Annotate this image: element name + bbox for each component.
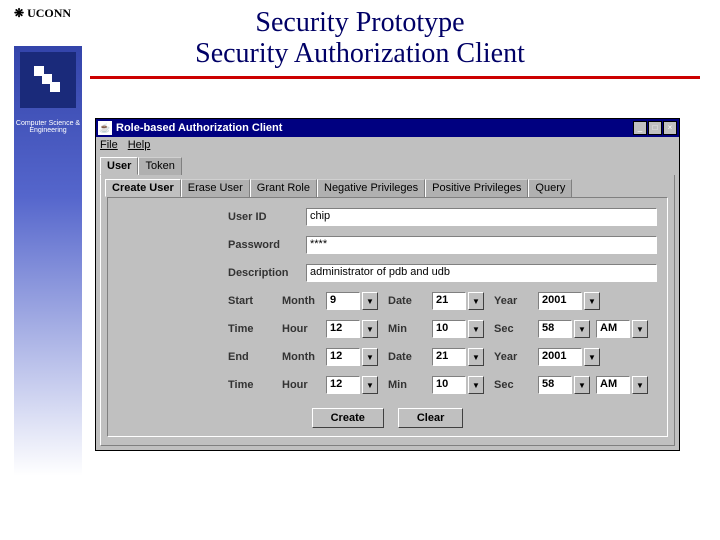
chevron-down-icon[interactable]: ▼ [574,376,590,394]
slide-title: Security Prototype Security Authorizatio… [0,0,720,70]
label-end-time: Time [228,379,278,391]
select-start-year[interactable]: 2001 [538,292,582,310]
tab-positive-privileges[interactable]: Positive Privileges [425,179,528,197]
select-end-sec[interactable]: 58 [538,376,572,394]
tab-create-user[interactable]: Create User [105,179,181,197]
chevron-down-icon[interactable]: ▼ [362,376,378,394]
select-start-date[interactable]: 21 [432,292,466,310]
sidebar-gradient [14,46,82,476]
menu-help[interactable]: Help [128,139,151,151]
outer-tab-panel: Create User Erase User Grant Role Negati… [100,175,675,446]
inner-tabs: Create User Erase User Grant Role Negati… [103,177,672,197]
select-start-hour[interactable]: 12 [326,320,360,338]
chevron-down-icon[interactable]: ▼ [574,320,590,338]
select-end-month[interactable]: 12 [326,348,360,366]
label-end-hour: Hour [282,379,326,391]
menubar: File Help [96,137,679,153]
label-user-id: User ID [228,211,306,223]
tab-negative-privileges[interactable]: Negative Privileges [317,179,425,197]
title-line-1: Security Prototype [0,8,720,39]
input-user-id[interactable]: chip [306,208,657,226]
app-window: ☕ Role-based Authorization Client _ □ × … [95,118,680,451]
uconn-wordmark: ❋ UCONN [14,6,71,21]
form-panel: User ID chip Password **** Description a… [107,197,668,437]
chevron-down-icon[interactable]: ▼ [468,376,484,394]
tab-erase-user[interactable]: Erase User [181,179,250,197]
chevron-down-icon[interactable]: ▼ [584,348,600,366]
select-start-sec[interactable]: 58 [538,320,572,338]
chevron-down-icon[interactable]: ▼ [584,292,600,310]
label-password: Password [228,239,306,251]
button-row: Create Clear [118,404,657,428]
select-end-min[interactable]: 10 [432,376,466,394]
label-start-year: Year [494,295,538,307]
chevron-down-icon[interactable]: ▼ [362,348,378,366]
maximize-button[interactable]: □ [648,121,662,135]
label-start-hour: Hour [282,323,326,335]
window-title: Role-based Authorization Client [116,122,633,134]
row-end-time: Time Hour 12▼ Min 10▼ Sec 58▼ AM▼ [118,376,657,394]
tab-query[interactable]: Query [528,179,572,197]
chevron-down-icon[interactable]: ▼ [468,292,484,310]
select-start-min[interactable]: 10 [432,320,466,338]
chevron-down-icon[interactable]: ▼ [468,348,484,366]
chevron-down-icon[interactable]: ▼ [468,320,484,338]
tab-token[interactable]: Token [138,157,181,175]
title-underline [90,76,700,79]
chevron-down-icon[interactable]: ▼ [362,320,378,338]
select-start-ampm[interactable]: AM [596,320,630,338]
row-start-date: Start Month 9▼ Date 21▼ Year 2001▼ [118,292,657,310]
chevron-down-icon[interactable]: ▼ [362,292,378,310]
window-titlebar[interactable]: ☕ Role-based Authorization Client _ □ × [96,119,679,137]
menu-file[interactable]: File [100,139,118,151]
row-user-id: User ID chip [118,208,657,226]
label-end-sec: Sec [494,379,538,391]
close-button[interactable]: × [663,121,677,135]
label-start-month: Month [282,295,326,307]
label-end-date: Date [388,351,432,363]
outer-tabs: User Token [96,153,679,175]
dept-label: Computer Science & Engineering [14,120,82,134]
tab-user[interactable]: User [100,157,138,175]
chevron-down-icon[interactable]: ▼ [632,376,648,394]
chevron-down-icon[interactable]: ▼ [632,320,648,338]
label-start-time: Time [228,323,278,335]
java-icon: ☕ [98,121,112,135]
label-start-date: Date [388,295,432,307]
select-end-ampm[interactable]: AM [596,376,630,394]
minimize-button[interactable]: _ [633,121,647,135]
clear-button[interactable]: Clear [398,408,464,428]
row-start-time: Time Hour 12▼ Min 10▼ Sec 58▼ AM▼ [118,320,657,338]
label-end-year: Year [494,351,538,363]
create-button[interactable]: Create [312,408,384,428]
label-end-min: Min [388,379,432,391]
label-end-month: Month [282,351,326,363]
label-start: Start [228,295,278,307]
input-password[interactable]: **** [306,236,657,254]
label-start-min: Min [388,323,432,335]
input-description[interactable]: administrator of pdb and udb [306,264,657,282]
label-start-sec: Sec [494,323,538,335]
select-start-month[interactable]: 9 [326,292,360,310]
select-end-year[interactable]: 2001 [538,348,582,366]
select-end-date[interactable]: 21 [432,348,466,366]
select-end-hour[interactable]: 12 [326,376,360,394]
row-end-date: End Month 12▼ Date 21▼ Year 2001▼ [118,348,657,366]
label-description: Description [228,267,306,279]
label-end: End [228,351,278,363]
row-description: Description administrator of pdb and udb [118,264,657,282]
uconn-logo [20,52,76,108]
title-line-2: Security Authorization Client [0,39,720,70]
tab-grant-role[interactable]: Grant Role [250,179,317,197]
row-password: Password **** [118,236,657,254]
